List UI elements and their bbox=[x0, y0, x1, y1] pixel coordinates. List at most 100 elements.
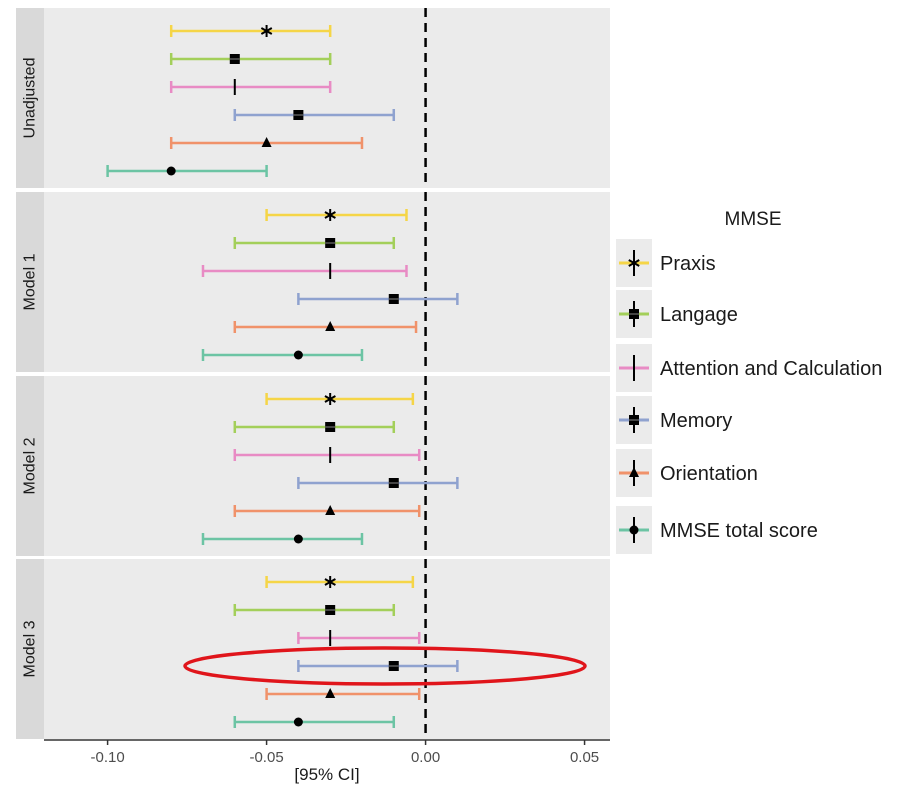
point-estimate bbox=[293, 110, 304, 120]
ci-row-orientation bbox=[233, 321, 418, 333]
panel-background bbox=[44, 8, 610, 188]
marker-stroke bbox=[260, 27, 273, 35]
point-estimate bbox=[325, 605, 336, 615]
ci-row-orientation bbox=[169, 137, 364, 149]
point-estimate bbox=[324, 209, 336, 221]
marker-stroke bbox=[324, 395, 336, 403]
marker-triangle bbox=[325, 688, 336, 698]
point-estimate bbox=[325, 321, 336, 331]
panel-background bbox=[44, 376, 610, 556]
legend-key-marker bbox=[629, 525, 639, 535]
x-tick-label: -0.10 bbox=[90, 749, 124, 766]
highlight-ellipse bbox=[183, 646, 587, 686]
legend-key-marker bbox=[629, 415, 639, 425]
panel-label: Unadjusted bbox=[22, 58, 39, 139]
x-axis: -0.10 -0.05 0.00 0.05 [95% CI] bbox=[44, 739, 610, 784]
panel-model-1: Model 1 bbox=[16, 192, 610, 372]
panel-label: Model 1 bbox=[22, 253, 39, 310]
legend-entry-langage: Langage bbox=[616, 290, 738, 338]
point-estimate bbox=[324, 576, 336, 588]
marker-stroke bbox=[324, 578, 336, 586]
ci-row-memory bbox=[233, 109, 396, 121]
ci-row-orientation bbox=[265, 688, 421, 700]
legend-entry-praxis: Praxis bbox=[616, 239, 716, 287]
ci-row-mmse-total-score bbox=[201, 533, 364, 545]
legend-entry-orientation: Orientation bbox=[616, 449, 758, 497]
ci-row-langage bbox=[169, 53, 332, 65]
ci-row-memory bbox=[297, 293, 459, 305]
panel-background bbox=[44, 192, 610, 372]
panel-strip bbox=[16, 192, 44, 372]
legend-key-marker bbox=[629, 467, 639, 477]
ci-row-langage bbox=[233, 604, 396, 616]
point-estimate bbox=[166, 166, 176, 176]
marker-stroke bbox=[324, 211, 336, 219]
ci-row-langage bbox=[233, 237, 396, 249]
panel-label: Model 3 bbox=[22, 620, 39, 677]
point-estimate bbox=[388, 294, 399, 304]
point-estimate bbox=[229, 54, 240, 64]
ci-row-attention-and-calculation bbox=[233, 447, 421, 463]
point-estimate bbox=[260, 25, 273, 37]
marker-circle bbox=[293, 717, 303, 727]
marker-triangle bbox=[629, 467, 639, 477]
ci-row-langage bbox=[233, 421, 396, 433]
panel-model-2: Model 2 bbox=[16, 376, 610, 556]
point-estimate bbox=[325, 688, 336, 698]
legend-key-marker bbox=[629, 309, 639, 319]
ci-row-praxis bbox=[265, 576, 415, 588]
ci-row-mmse-total-score bbox=[233, 716, 396, 728]
point-estimate bbox=[325, 422, 336, 432]
legend-label: Memory bbox=[660, 410, 732, 432]
point-estimate bbox=[388, 661, 399, 671]
legend-label: Orientation bbox=[660, 463, 758, 485]
legend-entry-attention-and-calculation: Attention and Calculation bbox=[616, 344, 882, 392]
legend-label: Attention and Calculation bbox=[660, 358, 882, 380]
marker-circle bbox=[293, 534, 303, 544]
ci-row-attention-and-calculation bbox=[169, 79, 332, 95]
legend-title: MMSE bbox=[725, 209, 782, 230]
marker-circle bbox=[166, 166, 176, 176]
x-tick-label: 0.00 bbox=[411, 749, 440, 766]
legend-entry-memory: Memory bbox=[616, 396, 732, 444]
marker-triangle bbox=[261, 137, 272, 147]
panel-strip bbox=[16, 8, 44, 188]
ci-row-mmse-total-score bbox=[106, 165, 268, 177]
panel-strip bbox=[16, 559, 44, 739]
panel-unadjusted: Unadjusted bbox=[16, 8, 610, 188]
marker-triangle bbox=[325, 321, 336, 331]
ci-row-praxis bbox=[169, 25, 332, 37]
x-tick-label: 0.05 bbox=[570, 749, 599, 766]
point-estimate bbox=[325, 238, 336, 248]
marker-triangle bbox=[325, 505, 336, 515]
ci-row-attention-and-calculation bbox=[297, 630, 421, 646]
point-estimate bbox=[293, 717, 303, 727]
legend-label: MMSE total score bbox=[660, 520, 818, 542]
legend-entry-mmse-total-score: MMSE total score bbox=[616, 506, 818, 554]
legend: MMSE Praxis Langage Attention and Calculati… bbox=[616, 209, 882, 554]
point-estimate bbox=[293, 350, 303, 360]
legend-label: Praxis bbox=[660, 253, 716, 275]
point-estimate bbox=[388, 478, 399, 488]
panel-label: Model 2 bbox=[22, 437, 39, 494]
x-tick-label: -0.05 bbox=[249, 749, 283, 766]
marker-circle bbox=[293, 350, 303, 360]
legend-key-marker bbox=[628, 257, 640, 269]
ci-row-orientation bbox=[233, 505, 421, 517]
x-axis-title: [95% CI] bbox=[294, 765, 359, 784]
panel-strip bbox=[16, 376, 44, 556]
ci-row-memory bbox=[297, 477, 459, 489]
legend-label: Langage bbox=[660, 304, 738, 326]
ci-row-praxis bbox=[265, 393, 415, 405]
point-estimate bbox=[293, 534, 303, 544]
ci-row-memory bbox=[297, 660, 459, 672]
point-estimate bbox=[261, 137, 272, 147]
point-estimate bbox=[324, 393, 336, 405]
ci-row-praxis bbox=[265, 209, 408, 221]
marker-stroke bbox=[628, 259, 640, 267]
point-estimate bbox=[325, 505, 336, 515]
marker-circle bbox=[629, 525, 639, 535]
ci-row-attention-and-calculation bbox=[201, 263, 408, 279]
